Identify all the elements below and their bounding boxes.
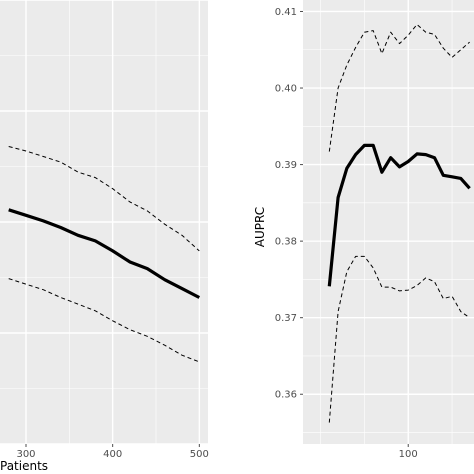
y-tick-label: 0.37 [275, 313, 297, 324]
y-tick-label: 0.40 [275, 84, 297, 95]
chart-panel-1: 300 400 500 Patients [0, 0, 209, 473]
y-tick-label: 0.41 [275, 7, 297, 18]
y-tick-label: 0.36 [275, 390, 297, 401]
y-tick-label: 0.38 [275, 237, 297, 248]
series-bound-line-3 [328, 255, 470, 423]
chart-panel-2: 100 0.36 0.37 0.38 0.39 0.40 0.41 AUPRC [253, 0, 474, 460]
y-tick-label: 0.39 [275, 160, 297, 171]
y-axis-title: AUPRC [253, 207, 267, 247]
x-tick-label: 100 [399, 449, 418, 460]
gridlines [0, 0, 208, 445]
series-mean-line-1 [327, 143, 471, 287]
series-bound-line-2 [328, 24, 470, 152]
series-mean-line-1 [8, 208, 201, 299]
gridlines [303, 0, 474, 444]
plot-background [303, 0, 474, 444]
x-tick-label: 400 [103, 449, 122, 460]
x-tick-label: 300 [16, 449, 35, 460]
x-tick-label: 500 [190, 449, 209, 460]
x-axis-title: Patients [0, 459, 48, 473]
